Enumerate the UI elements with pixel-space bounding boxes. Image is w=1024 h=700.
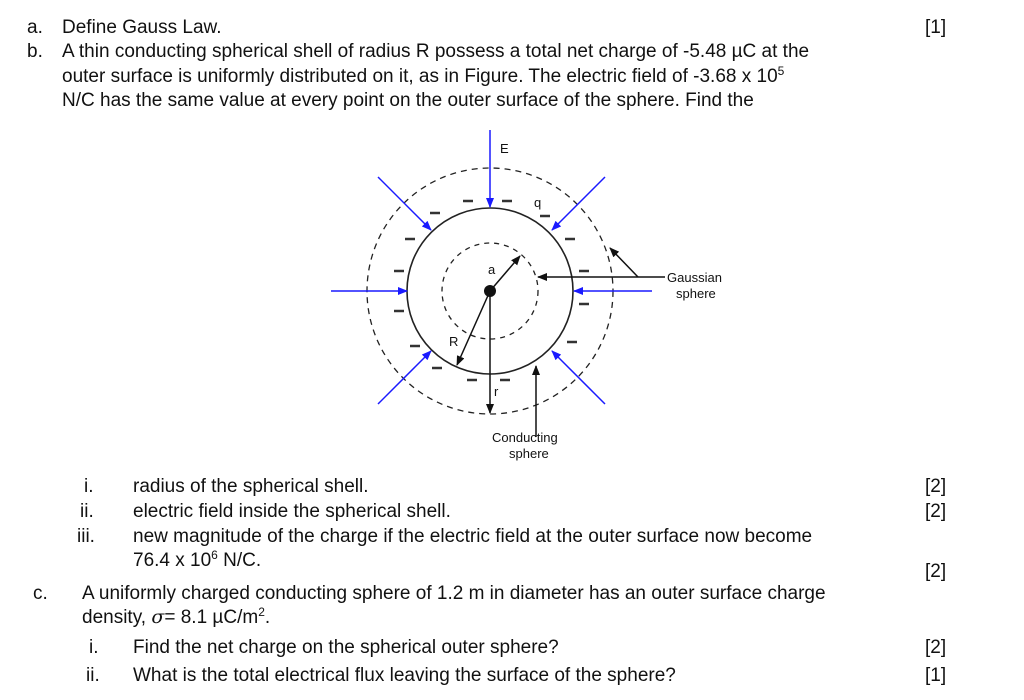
question-b-line2: outer surface is uniformly distributed o… [62,64,785,88]
question-c-line1: A uniformly charged conducting sphere of… [82,583,826,604]
exponent: 5 [777,64,785,78]
label-E: E [500,141,509,156]
sigma-symbol: σ [151,606,165,628]
text: . [264,607,271,628]
question-b-line3: N/C has the same value at every point on… [62,90,754,111]
gaussian-sphere-inner [441,242,539,340]
c-item-1-num: i. [89,637,99,658]
b-item-3-num: iii. [77,526,95,547]
c-item-2-text: What is the total electrical flux leavin… [133,665,676,686]
c-item-2-num: ii. [86,665,100,686]
b-item-2-text: electric field inside the spherical shel… [133,501,451,522]
b-item-2-num: ii. [80,501,94,522]
question-b-line1: A thin conducting spherical shell of rad… [62,41,810,62]
question-c-line2: density, σ= 8.1 µC/m2. [82,606,270,629]
label-R: R [449,334,458,349]
b-item-2-marks: [2] [925,501,947,522]
label-conducting: Conducting [492,430,558,445]
question-c-label: c. [33,583,48,604]
b-item-3-text2: 76.4 x 106 N/C. [133,548,262,572]
b-item-1-text: radius of the spherical shell. [133,476,369,497]
text: density, [82,607,152,628]
text: 76.4 x 10 [133,550,212,571]
text: N/C. [217,550,262,571]
b-item-3-marks: [2] [925,561,947,582]
electric-field-arrows [331,130,652,405]
exponent: 2 [258,605,265,619]
label-conducting-sphere: sphere [509,446,549,461]
question-a-text: Define Gauss Law. [62,17,222,38]
b-item-3-text: new magnitude of the charge if the elect… [133,526,813,547]
b-item-1-marks: [2] [925,476,947,497]
radius-arrows [456,247,665,437]
c-item-1-marks: [2] [925,637,947,658]
label-gaussian: Gaussian [667,270,722,285]
text: = 8.1 µC/m [164,607,259,628]
question-a-marks: [1] [925,17,947,38]
question-b-label: b. [27,41,43,62]
charge-marks [394,199,589,382]
c-item-1-text: Find the net charge on the spherical out… [133,637,559,658]
text: outer surface is uniformly distributed o… [62,66,778,87]
b-item-1-num: i. [84,476,94,497]
c-item-2-marks: [1] [925,665,947,686]
label-q: q [534,195,541,210]
center-point [484,285,496,297]
label-a: a [488,262,496,277]
question-a-label: a. [27,17,43,38]
exponent: 6 [211,548,218,562]
label-gaussian-sphere: sphere [676,286,716,301]
label-r: r [494,384,499,399]
